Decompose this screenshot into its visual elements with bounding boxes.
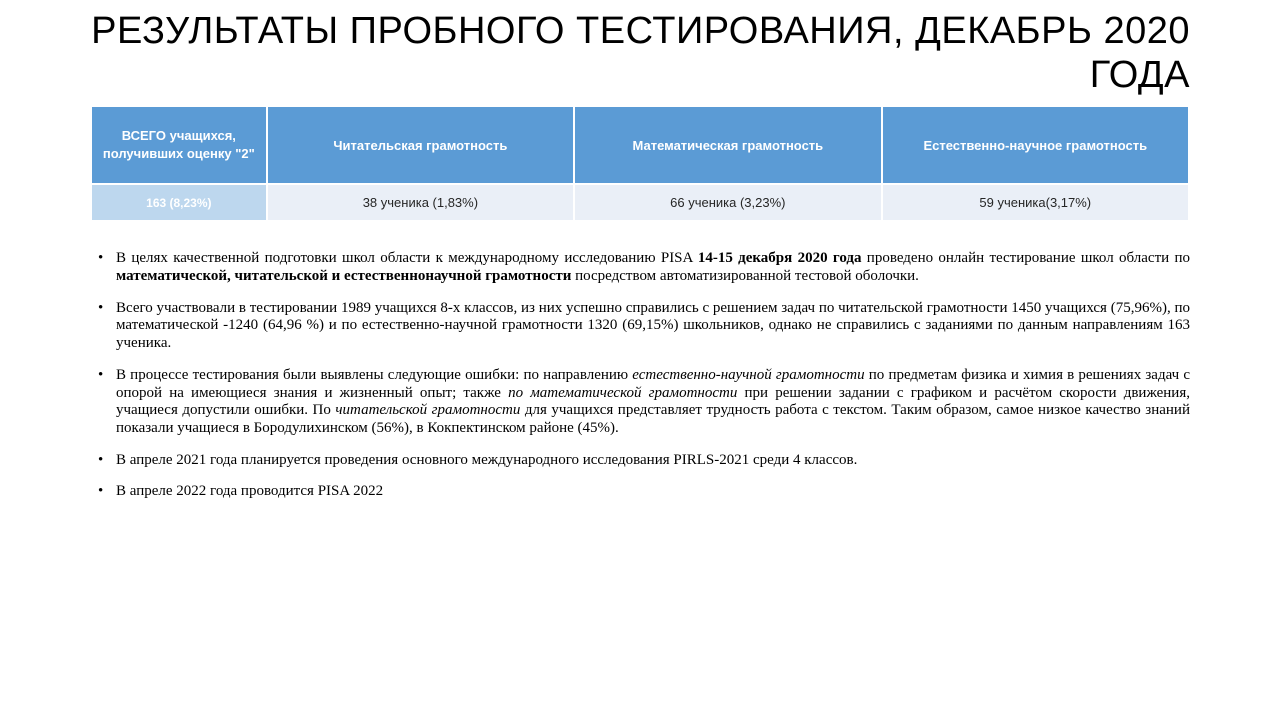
bullet-list: В целях качественной подготовки школ обл… xyxy=(90,250,1190,501)
text-run: посредством автоматизированной тестовой … xyxy=(571,268,919,284)
text-run: естественно-научной грамотности xyxy=(632,367,864,383)
text-run: проведено онлайн тестирование школ облас… xyxy=(861,250,1190,266)
col-header-math: Математическая грамотность xyxy=(574,106,881,184)
slide: РЕЗУЛЬТАТЫ ПРОБНОГО ТЕСТИРОВАНИЯ, ДЕКАБР… xyxy=(0,0,1280,720)
cell-reading: 38 ученика (1,83%) xyxy=(267,184,574,221)
text-run: Всего участвовали в тестировании 1989 уч… xyxy=(116,300,1190,351)
text-run: читательской грамотности xyxy=(335,402,520,418)
text-run: 14-15 декабря 2020 года xyxy=(698,250,862,266)
text-run: по математической грамотности xyxy=(508,385,737,401)
cell-science: 59 ученика(3,17%) xyxy=(882,184,1189,221)
slide-title: РЕЗУЛЬТАТЫ ПРОБНОГО ТЕСТИРОВАНИЯ, ДЕКАБР… xyxy=(90,10,1190,97)
text-run: В апреле 2021 года планируется проведени… xyxy=(116,452,857,468)
text-run: В апреле 2022 года проводится PISA 2022 xyxy=(116,483,383,499)
list-item: В апреле 2022 года проводится PISA 2022 xyxy=(90,483,1190,501)
col-header-reading: Читательская грамотность xyxy=(267,106,574,184)
col-header-total: ВСЕГО учащихся, получивших оценку "2" xyxy=(91,106,267,184)
list-item: В апреле 2021 года планируется проведени… xyxy=(90,452,1190,470)
cell-math: 66 ученика (3,23%) xyxy=(574,184,881,221)
text-run: В целях качественной подготовки школ обл… xyxy=(116,250,698,266)
text-run: В процессе тестирования были выявлены сл… xyxy=(116,367,632,383)
col-header-science: Естественно-научное грамотность xyxy=(882,106,1189,184)
table-row: 163 (8,23%) 38 ученика (1,83%) 66 ученик… xyxy=(91,184,1189,221)
list-item: Всего участвовали в тестировании 1989 уч… xyxy=(90,300,1190,353)
text-run: математической, читательской и естествен… xyxy=(116,268,571,284)
table-header: ВСЕГО учащихся, получивших оценку "2" Чи… xyxy=(91,106,1189,184)
list-item: В целях качественной подготовки школ обл… xyxy=(90,250,1190,285)
results-table: ВСЕГО учащихся, получивших оценку "2" Чи… xyxy=(90,105,1190,222)
cell-total: 163 (8,23%) xyxy=(91,184,267,221)
list-item: В процессе тестирования были выявлены сл… xyxy=(90,367,1190,438)
